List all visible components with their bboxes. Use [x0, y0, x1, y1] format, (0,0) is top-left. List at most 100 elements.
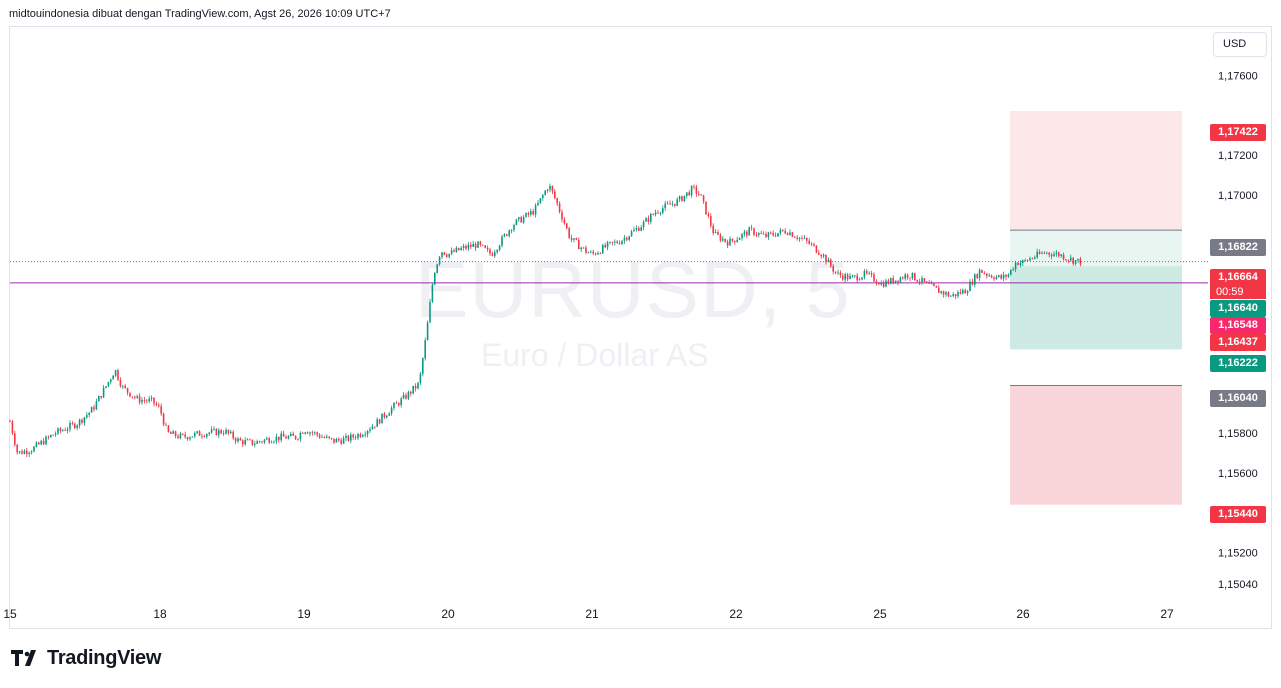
- candle-body: [246, 439, 249, 441]
- candle-body: [1014, 262, 1017, 270]
- candle-body: [450, 250, 453, 254]
- candle-body: [563, 219, 566, 224]
- candle-body: [186, 437, 189, 440]
- candle-body: [1031, 258, 1034, 260]
- position-bottom-price-tag: 1,16040: [1210, 390, 1266, 407]
- candle-body: [918, 281, 921, 283]
- candle-body: [218, 430, 220, 436]
- candle-body: [302, 432, 304, 434]
- x-tick-label: 27: [1160, 607, 1174, 621]
- candle-body: [328, 436, 330, 438]
- candle-body: [311, 432, 314, 434]
- candle-body: [914, 272, 916, 281]
- candle-body: [26, 450, 28, 454]
- candle-body: [830, 259, 832, 267]
- candle-body: [942, 291, 945, 295]
- candle-body: [443, 252, 446, 255]
- price-tag-a: 1,16548: [1210, 317, 1266, 334]
- candle-body: [1000, 275, 1002, 279]
- candle-body: [803, 238, 806, 239]
- candle-body: [64, 430, 66, 431]
- candle-body: [870, 273, 873, 275]
- candle-body: [657, 212, 659, 214]
- candle-body: [890, 278, 892, 284]
- candle-body: [525, 212, 527, 218]
- candle-body: [345, 435, 347, 439]
- candle-body: [258, 441, 261, 443]
- candle-body: [16, 444, 18, 453]
- currency-button[interactable]: USD: [1213, 32, 1267, 57]
- candle-body: [662, 208, 664, 213]
- candle-body: [338, 438, 340, 441]
- candle-body: [695, 186, 698, 194]
- candle-body: [645, 218, 647, 222]
- candle-body: [585, 247, 587, 253]
- candle-body: [1050, 254, 1053, 257]
- candle-body: [74, 423, 76, 429]
- candle-body: [834, 271, 837, 273]
- last-price-tag: 1,16664: [1210, 269, 1266, 286]
- y-tick-label: 1,15800: [1218, 428, 1258, 440]
- candle-body: [714, 232, 717, 234]
- candle-body: [378, 419, 381, 424]
- candle-body: [30, 451, 33, 453]
- candle-body: [208, 432, 210, 435]
- candle-body: [887, 280, 890, 284]
- candle-body: [484, 245, 486, 249]
- candle-body: [616, 241, 618, 244]
- candle-body: [561, 211, 563, 220]
- candle-body: [376, 419, 378, 427]
- candle-body: [412, 385, 414, 394]
- candle-body: [294, 435, 297, 440]
- candle-body: [227, 429, 230, 434]
- candle-body: [782, 229, 784, 231]
- candle-body: [926, 281, 928, 283]
- y-tick-label: 1,15200: [1218, 547, 1258, 559]
- candle-body: [818, 252, 820, 255]
- candle-body: [482, 244, 484, 246]
- y-tick-label: 1,17000: [1218, 190, 1258, 202]
- candle-body: [786, 233, 789, 235]
- candle-body: [558, 203, 561, 212]
- x-tick-label: 26: [1016, 607, 1030, 621]
- candle-body: [911, 272, 914, 279]
- candle-body: [1017, 262, 1019, 266]
- candle-body: [1074, 260, 1077, 264]
- candle-body: [465, 245, 467, 249]
- tradingview-logo[interactable]: TradingView: [11, 646, 161, 670]
- candle-body: [681, 196, 683, 202]
- candle-body: [1072, 257, 1074, 264]
- candle-body: [801, 237, 803, 239]
- candle-body: [88, 412, 90, 415]
- candle-body: [150, 397, 153, 399]
- candle-body: [902, 277, 904, 279]
- candle-body: [458, 247, 460, 251]
- candle-body: [323, 436, 326, 438]
- candle-body: [976, 274, 978, 279]
- candle-body: [633, 229, 635, 232]
- candle-body: [249, 439, 251, 441]
- candle-body: [1010, 269, 1012, 275]
- candle-body: [78, 419, 81, 426]
- candle-body: [66, 429, 69, 431]
- candle-body: [554, 191, 556, 199]
- candle-body: [100, 395, 102, 398]
- x-tick-label: 25: [873, 607, 887, 621]
- candle-body: [114, 370, 117, 376]
- candle-body: [179, 433, 182, 439]
- candle-body: [758, 233, 760, 235]
- candle-body: [650, 214, 652, 222]
- candle-body: [424, 340, 426, 359]
- candle-body: [700, 194, 702, 196]
- candle-body: [81, 419, 83, 423]
- candle-body: [580, 247, 582, 250]
- candle-body: [626, 237, 628, 240]
- candle-body: [141, 400, 143, 403]
- x-tick-label: 20: [441, 607, 455, 621]
- candle-body: [705, 201, 707, 215]
- candle-body: [962, 289, 964, 294]
- candle-body: [964, 289, 966, 294]
- candle-body: [813, 243, 815, 246]
- candle-body: [520, 217, 522, 223]
